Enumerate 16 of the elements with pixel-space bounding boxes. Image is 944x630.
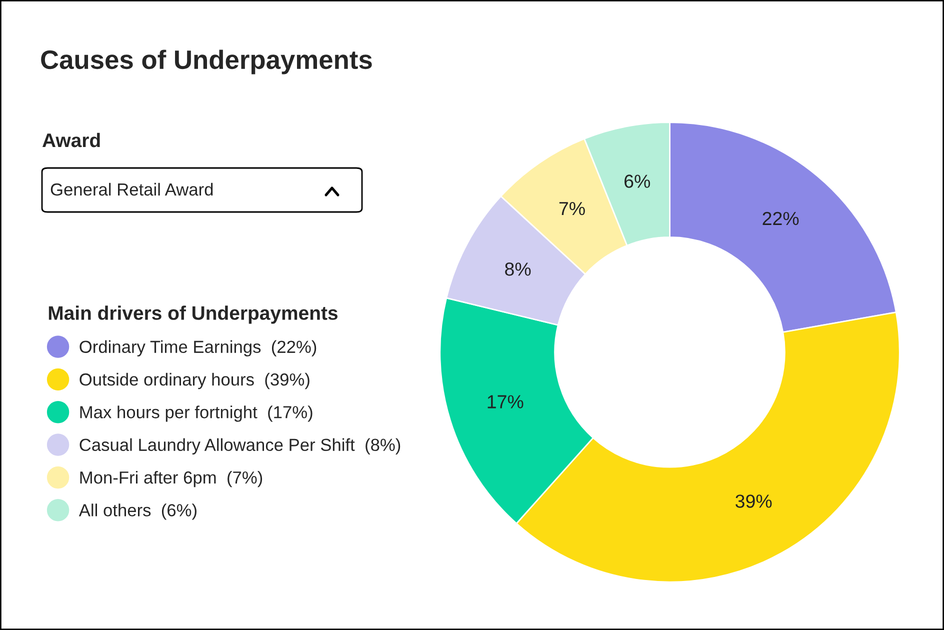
legend-title: Main drivers of Underpayments xyxy=(48,306,338,324)
legend-label: Ordinary Time Earnings (22%) xyxy=(80,340,316,356)
text: Award xyxy=(42,132,100,148)
data-label: 39% xyxy=(736,494,772,508)
data-label: 8% xyxy=(505,262,531,276)
chart-title: Causes of Underpayments xyxy=(41,50,372,74)
text: General Retail Award xyxy=(50,182,213,196)
data-label: 6% xyxy=(624,174,650,188)
data-label: 7% xyxy=(559,202,585,216)
legend-label: All others (6%) xyxy=(78,504,196,520)
legend-label: Mon-Fri after 6pm (7%) xyxy=(80,470,262,488)
legend-label: Max hours per fortnight (17%) xyxy=(80,406,312,422)
data-label: 22% xyxy=(762,212,799,226)
legend-label: Outside ordinary hours (39%) xyxy=(80,372,310,390)
data-label: 17% xyxy=(488,395,524,408)
legend-label: Casual Laundry Allowance Per Shift (8%) xyxy=(80,438,400,454)
